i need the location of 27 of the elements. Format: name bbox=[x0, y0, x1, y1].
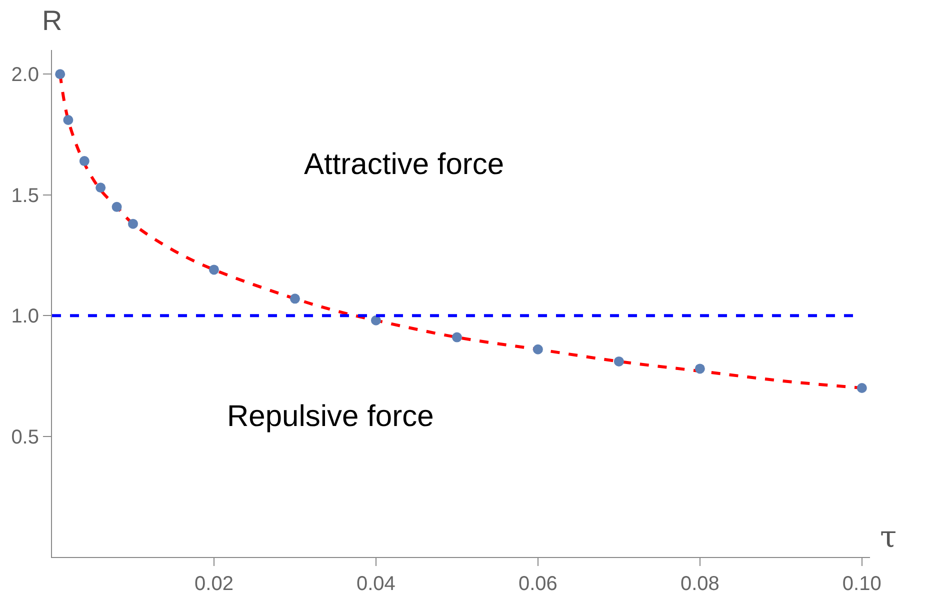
y-tick-label: 2.0 bbox=[11, 64, 39, 86]
point bbox=[452, 332, 462, 342]
annotation: Attractive force bbox=[304, 148, 504, 181]
x-tick-label: 0.06 bbox=[518, 573, 558, 595]
y-tick-label: 1.5 bbox=[11, 184, 39, 207]
annotation: Repulsive force bbox=[227, 400, 434, 433]
point bbox=[694, 364, 705, 374]
y-tick-label: 1.0 bbox=[11, 306, 39, 328]
x-axis-title: τ bbox=[880, 520, 897, 555]
point bbox=[208, 264, 219, 275]
x-tick-label: 0.08 bbox=[680, 573, 720, 595]
point bbox=[614, 356, 624, 366]
point bbox=[96, 182, 106, 193]
x-tick-label: 0.04 bbox=[356, 573, 396, 595]
point bbox=[532, 344, 543, 354]
point bbox=[112, 202, 122, 212]
point bbox=[856, 383, 867, 393]
y-tick-label: 0.5 bbox=[11, 426, 39, 448]
x-tick-label: 0.02 bbox=[194, 573, 234, 595]
point bbox=[290, 294, 300, 304]
point bbox=[370, 315, 381, 326]
point bbox=[128, 218, 138, 229]
y-axis-title: R bbox=[42, 5, 62, 36]
point bbox=[79, 156, 90, 166]
point bbox=[55, 69, 66, 80]
x-tick-label: 0.10 bbox=[842, 573, 882, 595]
point bbox=[63, 115, 74, 126]
